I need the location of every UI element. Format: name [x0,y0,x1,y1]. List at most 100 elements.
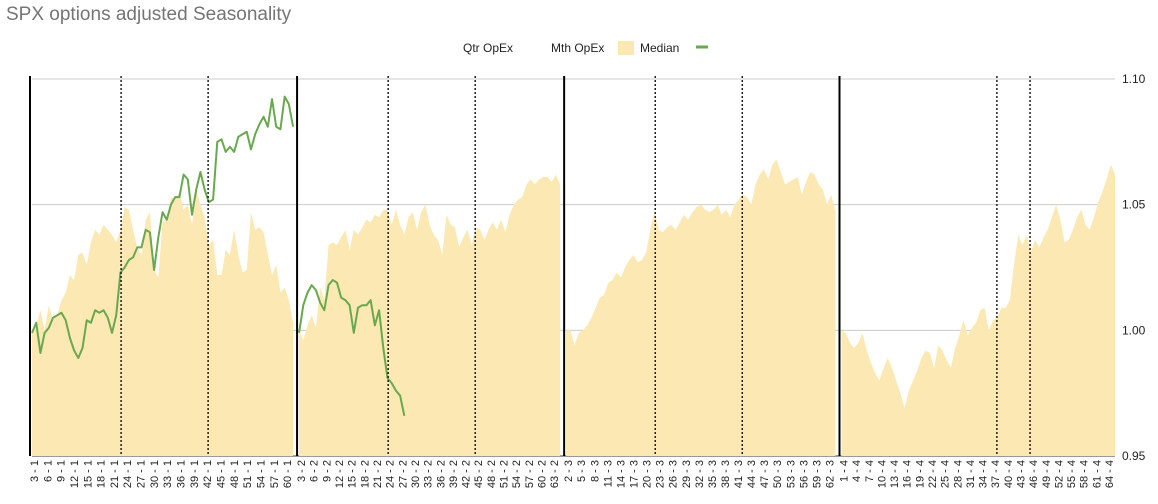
x-tick-label: 26 - 3 [668,460,680,488]
x-tick-label: 38 - 3 [720,460,732,488]
x-tick-label: 39 - 1 [189,460,201,488]
legend-median: Median [640,41,679,55]
x-tick-label: 9 - 1 [56,460,68,482]
x-tick-label: 33 - 2 [423,460,435,488]
x-tick-label: 14 - 3 [615,460,627,488]
x-tick-label: 42 - 1 [202,460,214,488]
x-tick-label: 60 - 1 [282,460,294,488]
x-tick-label: 56 - 3 [798,460,810,488]
x-tick-label: 21 - 2 [372,460,384,488]
x-tick-label: 46 - 4 [1028,460,1040,488]
price-lines [31,95,406,416]
x-tick-label: 54 - 1 [255,460,267,488]
x-tick-label: 51 - 1 [242,460,254,488]
x-tick-label: 27 - 1 [136,460,148,488]
x-tick-label: 6 - 1 [42,460,54,482]
x-tick-label: 12 - 2 [334,460,346,488]
x-tick-label: 49 - 4 [1041,460,1053,488]
median-area-q2 [299,174,561,456]
x-tick-label: 18 - 1 [96,460,108,488]
y-tick-label: 0.95 [1122,449,1146,463]
x-tick-label: 36 - 1 [176,460,188,488]
x-tick-label: 39 - 2 [448,460,460,488]
x-tick-label: 9 - 2 [321,460,333,482]
x-tick-label: 27 - 2 [397,460,409,488]
x-tick-label: 52 - 4 [1053,460,1065,488]
x-tick-label: 55 - 4 [1066,460,1078,488]
x-tick-label: 16 - 4 [902,460,914,488]
x-tick-label: 12 - 1 [69,460,81,488]
x-tick-label: 48 - 1 [229,460,241,488]
x-tick-label: 13 - 4 [889,460,901,488]
x-tick-label: 57 - 1 [269,460,281,488]
median-areas [32,159,1115,456]
legend-qtr-opex: Qtr OpEx [463,41,513,55]
x-tick-label: 30 - 2 [410,460,422,488]
x-tick-label: 28 - 4 [952,460,964,488]
x-tick-label: 6 - 2 [309,460,321,482]
x-tick-label: 11 - 3 [602,460,614,487]
x-tick-label: 17 - 3 [629,460,641,488]
x-tick-label: 20 - 3 [642,460,654,488]
x-tick-label: 10 - 4 [876,460,888,488]
x-tick-label: 37 - 4 [990,460,1002,488]
y-tick-label: 1.00 [1122,323,1146,337]
y-axis: 0.95 1.00 1.05 1.10 [1122,72,1146,463]
price-line-q2 [298,279,406,416]
x-tick-label: 58 - 4 [1079,460,1091,488]
x-tick-label: 21 - 1 [109,460,121,488]
x-tick-label: 41 - 3 [733,460,745,488]
x-tick-label: 50 - 3 [772,460,784,488]
x-tick-label: 32 - 3 [694,460,706,488]
x-tick-label: 61 - 4 [1091,460,1103,488]
x-tick-label: 8 - 3 [589,460,601,482]
x-tick-label: 47 - 3 [759,460,771,488]
x-tick-label: 36 - 2 [435,460,447,488]
median-area-q1 [32,189,294,456]
y-tick-label: 1.05 [1122,198,1146,212]
x-tick-label: 15 - 1 [82,460,94,488]
x-tick-label: 64 - 4 [1104,460,1116,488]
x-tick-label: 1 - 4 [839,460,851,482]
legend-mth-opex: Mth OpEx [551,41,604,55]
x-tick-label: 23 - 3 [655,460,667,488]
chart-title: SPX options adjusted Seasonality [6,4,292,25]
x-tick-label: 33 - 1 [162,460,174,488]
x-tick-label: 63 - 2 [549,460,561,488]
opex-lines [29,76,1031,456]
x-tick-label: 62 - 3 [825,460,837,488]
x-tick-label: 44 - 3 [746,460,758,488]
x-tick-label: 3 - 1 [29,460,41,482]
x-tick-label: 2 - 3 [563,460,575,482]
x-tick-label: 31 - 4 [965,460,977,488]
x-tick-label: 25 - 4 [940,460,952,488]
x-tick-label: 18 - 2 [359,460,371,488]
x-tick-label: 45 - 1 [216,460,228,488]
x-tick-label: 5 - 3 [576,460,588,482]
x-tick-label: 54 - 2 [511,460,523,488]
x-tick-label: 53 - 3 [785,460,797,488]
x-tick-label: 30 - 1 [149,460,161,488]
x-tick-label: 59 - 3 [811,460,823,488]
x-tick-label: 42 - 2 [461,460,473,488]
x-tick-label: 34 - 4 [978,460,990,488]
x-tick-label: 19 - 4 [914,460,926,488]
x-tick-label: 7 - 4 [864,460,876,482]
x-tick-label: 48 - 2 [486,460,498,488]
x-tick-label: 22 - 4 [927,460,939,488]
x-tick-label: 40 - 4 [1003,460,1015,488]
x-tick-label: 45 - 2 [473,460,485,488]
median-area-q3 [566,159,836,456]
y-tick-label: 1.10 [1122,72,1146,86]
legend: Qtr OpEx Mth OpEx Median [463,41,708,55]
x-tick-label: 3 - 2 [296,460,308,482]
x-tick-label: 24 - 1 [122,460,134,488]
median-area-q4 [841,164,1115,456]
legend-median-swatch [618,41,634,55]
x-tick-label: 51 - 2 [499,460,511,488]
x-tick-label: 57 - 2 [524,460,536,488]
price-line-q1 [31,95,295,359]
x-tick-label: 24 - 2 [385,460,397,488]
